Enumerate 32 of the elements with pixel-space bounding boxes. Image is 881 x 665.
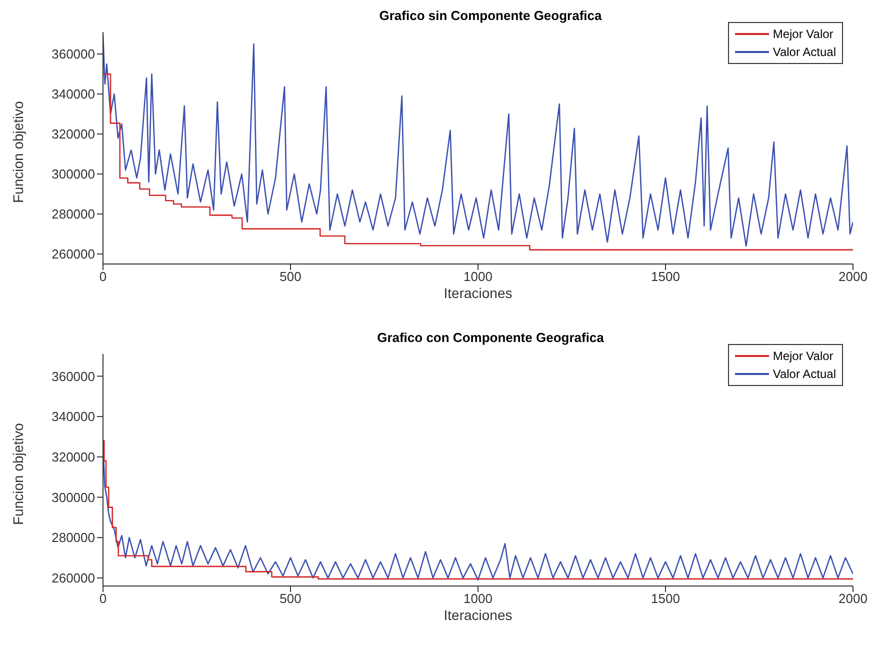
y-axis-title: Funcion objetivo: [10, 100, 26, 203]
chart-title: Grafico con Componente Geografica: [376, 330, 605, 347]
x-tick-label: 1000: [464, 269, 492, 284]
x-tick-label: 1500: [651, 269, 680, 284]
y-tick-label: 280000: [52, 530, 95, 546]
legend-label: Valor Actual: [772, 367, 836, 381]
y-tick-label: 260000: [52, 570, 95, 586]
y-tick-label: 360000: [52, 368, 95, 384]
legend-label: Mejor Valor: [772, 27, 834, 41]
x-tick-label: 1500: [651, 591, 680, 606]
y-tick-label: 340000: [52, 86, 95, 102]
x-tick-label: 500: [280, 591, 302, 606]
chart-title: Grafico sin Componente Geografica: [378, 8, 603, 25]
x-tick-label: 2000: [838, 591, 868, 606]
y-tick-label: 300000: [52, 166, 95, 182]
y-tick-label: 320000: [52, 450, 95, 464]
x-tick-label: 0: [99, 269, 107, 284]
y-tick-label: 340000: [52, 409, 95, 424]
x-tick-label: 500: [280, 269, 302, 284]
legend-label: Valor Actual: [772, 45, 836, 59]
y-tick-label: 360000: [52, 46, 95, 62]
y-tick-label: 260000: [52, 246, 95, 262]
x-axis-title: Iteraciones: [444, 607, 512, 623]
x-tick-label: 1000: [464, 591, 492, 606]
y-tick-label: 280000: [52, 206, 95, 222]
x-tick-label: 2000: [838, 269, 868, 284]
x-axis-title: Iteraciones: [444, 285, 512, 301]
y-tick-label: 300000: [52, 490, 95, 505]
legend-label: Mejor Valor: [772, 349, 834, 363]
y-tick-label: 320000: [52, 126, 95, 142]
x-tick-label: 0: [99, 591, 107, 606]
y-axis-title: Funcion objetivo: [10, 422, 26, 525]
